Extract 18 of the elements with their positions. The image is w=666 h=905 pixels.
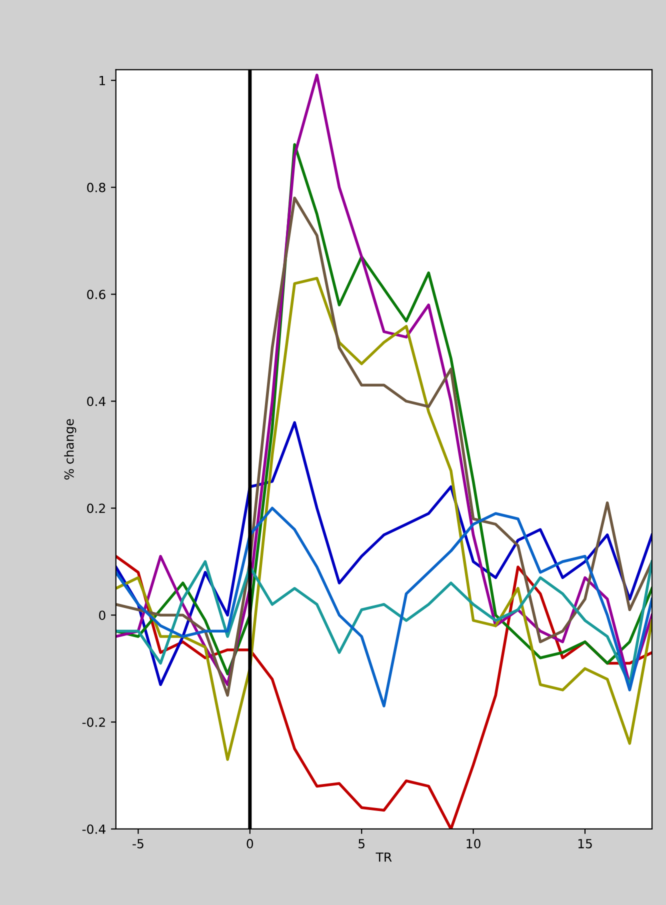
x-tick-label: 0 (246, 838, 254, 848)
x-tick-label: -5 (132, 839, 144, 848)
y-tick-label: -0.2 (82, 718, 105, 727)
y-tick-label: 0.2 (87, 504, 105, 514)
y-tick-label: -0.4 (82, 824, 106, 834)
y-tick-label: 0.6 (87, 290, 106, 300)
line-series (116, 560, 652, 686)
y-tick-label: 0.4 (87, 396, 106, 406)
line-series (116, 506, 652, 708)
line-series (116, 276, 652, 761)
x-tick-label: 10 (466, 838, 480, 848)
x-axis-title: TR (376, 852, 392, 862)
x-tick-label: 15 (578, 839, 592, 848)
y-tick-label: 0.8 (87, 182, 106, 192)
y-tick-label: 1 (100, 76, 106, 86)
y-tick-label: 0 (99, 610, 106, 620)
x-tick-label: 5 (358, 839, 364, 848)
y-axis-title: % change (64, 419, 76, 480)
